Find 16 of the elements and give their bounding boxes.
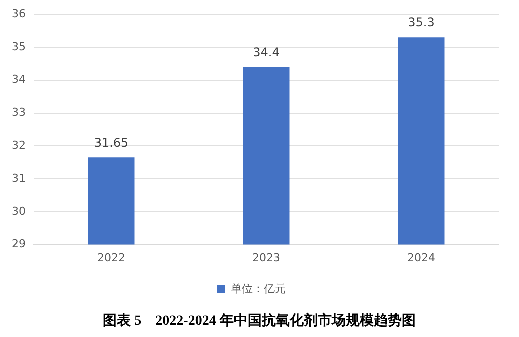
y-tick-label: 36 — [12, 7, 26, 20]
y-tick-label: 31 — [12, 172, 26, 185]
y-tick-label: 29 — [12, 238, 26, 251]
data-label: 31.65 — [94, 136, 129, 150]
data-label: 34.4 — [253, 45, 280, 60]
x-tick-label: 2024 — [408, 251, 436, 264]
text: 图表 5 2022-2024 年中国抗氧化剂市场规模趋势图 — [102, 312, 417, 330]
x-tick-label: 2023 — [252, 251, 280, 264]
y-tick-label: 33 — [12, 106, 26, 120]
legend-label: 单位：亿元 — [230, 282, 286, 296]
y-tick-label: 35 — [12, 40, 26, 54]
data-label: 35.3 — [408, 16, 435, 30]
y-tick-label: 34 — [12, 73, 26, 86]
y-tick-label: 32 — [12, 139, 26, 152]
y-tick-label: 30 — [12, 204, 26, 218]
x-tick-label: 2022 — [98, 251, 126, 264]
